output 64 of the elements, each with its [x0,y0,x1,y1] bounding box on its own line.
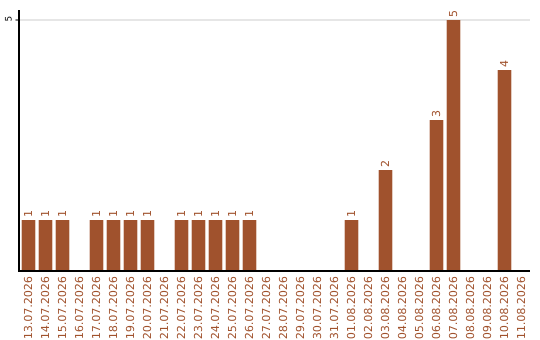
bar [106,220,120,270]
x-tick-label: 18.07.2026 [107,276,120,340]
data-label: 4 [498,60,511,67]
x-tick-label: 13.07.2026 [22,276,36,340]
data-label: 1 [345,210,358,217]
x-tick-label: 09.08.2026 [481,276,494,340]
x-tick-label: 29.07.2026 [294,276,308,340]
bar [124,220,138,270]
bar [498,70,512,270]
x-tick-label: 03.08.2026 [379,276,392,340]
data-label: 2 [379,160,392,167]
data-label: 1 [90,210,103,217]
bar [446,20,460,270]
data-label: 1 [56,210,69,217]
bar [140,220,154,270]
x-tick-label: 16.07.2026 [73,276,86,340]
bar [242,220,256,270]
x-tick-label: 01.08.2026 [345,276,358,340]
bar [38,220,52,270]
data-label: 1 [141,210,154,217]
bar [56,220,70,270]
x-tick-label: 23.07.2026 [192,276,206,340]
bar [226,220,240,270]
x-tick-label: 31.07.2026 [328,276,342,340]
x-tick-label: 04.08.2026 [396,276,410,340]
x-tick-label: 02.08.2026 [362,276,376,340]
x-tick-label: 11.08.2026 [515,276,528,340]
bar [90,220,104,270]
x-tick-label: 19.07.2026 [124,276,138,340]
bar [208,220,222,270]
data-label: 1 [243,210,256,217]
bar [174,220,188,270]
x-tick-label: 21.07.2026 [158,276,172,340]
bar [192,220,206,270]
x-tick-label: 28.07.2026 [277,276,290,340]
x-tick-label: 14.07.2026 [39,276,52,340]
x-tick-label: 10.08.2026 [498,276,512,340]
data-label: 1 [192,210,205,217]
bar [378,170,392,270]
x-tick-label: 26.07.2026 [243,276,256,340]
x-tick-label: 25.07.2026 [226,276,240,340]
x-tick-label: 27.07.2026 [260,276,274,340]
x-tick-label: 22.07.2026 [175,276,188,340]
data-label: 1 [22,210,35,217]
x-tick-label: 30.07.2026 [311,276,324,340]
x-tick-label: 15.07.2026 [56,276,70,340]
bar [344,220,358,270]
bar [22,220,36,270]
data-label: 1 [39,210,52,217]
x-tick-label: 20.07.2026 [141,276,154,340]
data-label: 1 [175,210,188,217]
bar [430,120,444,270]
x-tick-label: 17.07.2026 [90,276,104,340]
x-tick-label: 07.08.2026 [447,276,460,340]
data-label: 1 [226,210,239,217]
x-tick-label: 05.08.2026 [413,276,426,340]
data-label: 3 [430,110,443,117]
data-label: 5 [447,10,460,17]
data-label: 1 [124,210,137,217]
data-label: 1 [107,210,120,217]
x-tick-label: 08.08.2026 [464,276,478,340]
x-tick-label: 24.07.2026 [209,276,222,340]
data-label: 1 [209,210,222,217]
x-tick-label: 06.08.2026 [430,276,444,340]
